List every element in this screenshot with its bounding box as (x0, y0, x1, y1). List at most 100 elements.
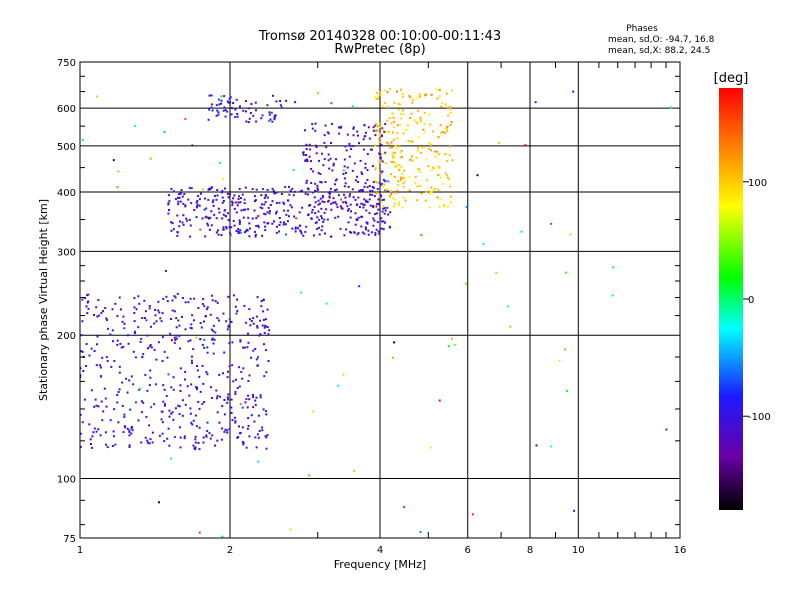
echo-point (403, 169, 406, 172)
echo-point (318, 226, 320, 229)
echo-point (396, 137, 399, 140)
echo-point (184, 403, 187, 406)
echo-point (265, 447, 268, 450)
echo-point (181, 399, 184, 402)
echo-point (170, 318, 172, 320)
echo-point (430, 93, 433, 96)
echo-point (447, 345, 450, 348)
echo-point (315, 146, 318, 149)
echo-point (245, 321, 248, 324)
echo-point (319, 173, 322, 175)
echo-point (238, 231, 240, 234)
echo-point (122, 345, 125, 348)
echo-point (363, 203, 366, 206)
echo-point (227, 295, 230, 298)
echo-point (130, 432, 133, 435)
echo-point (91, 446, 94, 449)
echo-point (255, 358, 258, 361)
echo-point (183, 437, 186, 440)
echo-point (374, 233, 377, 236)
echo-point (168, 209, 170, 211)
echo-point (267, 333, 270, 336)
echo-point (259, 333, 262, 336)
echo-point (274, 114, 277, 117)
echo-point (378, 161, 381, 164)
echo-point (329, 192, 331, 195)
echo-point (377, 208, 380, 211)
echo-point (224, 109, 227, 112)
echo-point (320, 181, 323, 184)
echo-point (305, 154, 307, 156)
echo-point (376, 129, 379, 132)
echo-point (295, 217, 298, 220)
echo-point (288, 185, 290, 188)
echo-point (385, 188, 387, 191)
echo-point (309, 148, 312, 151)
echo-point (356, 175, 359, 178)
echo-point (370, 148, 373, 151)
echo-point (379, 93, 382, 96)
echo-point (233, 207, 236, 210)
echo-point (329, 187, 332, 190)
echo-point (228, 427, 231, 430)
echo-point (337, 215, 340, 218)
echo-point (379, 172, 382, 175)
echo-point (209, 386, 212, 389)
echo-point (124, 426, 127, 429)
echo-point (181, 297, 184, 299)
echo-point (191, 362, 193, 364)
echo-point (417, 146, 420, 149)
echo-point (232, 380, 235, 383)
echo-point (109, 419, 112, 422)
echo-point (189, 412, 192, 415)
echo-point (239, 221, 241, 224)
echo-point (346, 166, 349, 169)
echo-point (359, 189, 362, 192)
echo-point (215, 198, 218, 201)
echo-point (191, 355, 193, 358)
echo-point (176, 292, 179, 295)
echo-point (284, 223, 287, 226)
echo-point (381, 200, 383, 203)
echo-point (202, 436, 205, 439)
echo-point (397, 108, 400, 111)
echo-point (119, 342, 122, 345)
echo-point (138, 302, 141, 305)
echo-point (348, 195, 351, 198)
echo-point (396, 132, 399, 135)
echo-point (380, 182, 383, 185)
echo-point (345, 202, 348, 205)
echo-point (179, 200, 182, 203)
echo-point (235, 98, 238, 101)
echo-point (249, 324, 252, 327)
echo-point (231, 204, 234, 207)
echo-point (242, 367, 245, 370)
echo-point (337, 194, 340, 197)
echo-point (386, 141, 389, 144)
echo-point (278, 201, 281, 204)
echo-point (194, 441, 197, 444)
echo-point (383, 183, 386, 186)
echo-point (177, 203, 180, 206)
echo-point (147, 441, 149, 444)
echo-point (164, 403, 166, 406)
echo-point (436, 150, 438, 153)
echo-point (93, 314, 95, 316)
echo-point (145, 415, 148, 418)
echo-point (315, 221, 318, 224)
echo-point (319, 197, 322, 200)
echo-point (190, 383, 193, 386)
echo-point (440, 105, 443, 108)
echo-point (449, 107, 452, 110)
echo-point (133, 332, 136, 335)
echo-point (450, 201, 453, 204)
echo-point (400, 117, 403, 120)
echo-point (395, 165, 398, 168)
echo-point (238, 366, 241, 369)
echo-point (428, 147, 430, 150)
echo-point (278, 217, 281, 219)
echo-point (353, 470, 356, 472)
echo-point (279, 221, 282, 224)
echo-point (172, 376, 175, 379)
echo-point (230, 406, 233, 409)
